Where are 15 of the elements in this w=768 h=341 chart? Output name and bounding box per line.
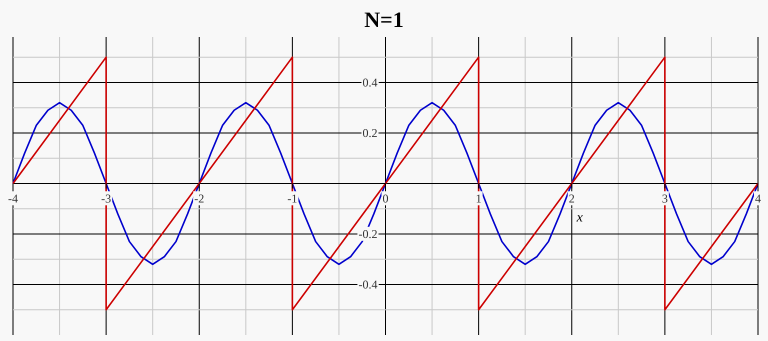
y-tick-label: 0.4 [362,75,378,90]
x-tick-label: 3 [662,191,668,206]
x-tick-label: -2 [194,191,204,206]
x-tick-label: 2 [568,191,575,206]
x-tick-label: -4 [8,191,18,206]
x-tick-label: 0 [382,191,388,206]
y-tick-label: -0.4 [358,277,378,292]
x-tick-label: 1 [476,191,482,206]
y-tick-label: 0.2 [362,126,378,140]
y-tick-label: -0.2 [358,226,378,241]
chart-title: N=1 [364,7,404,32]
x-tick-label: -3 [101,191,112,206]
x-axis-title: x [576,210,584,226]
x-tick-label: 4 [755,191,761,206]
x-tick-label: -1 [287,191,298,206]
